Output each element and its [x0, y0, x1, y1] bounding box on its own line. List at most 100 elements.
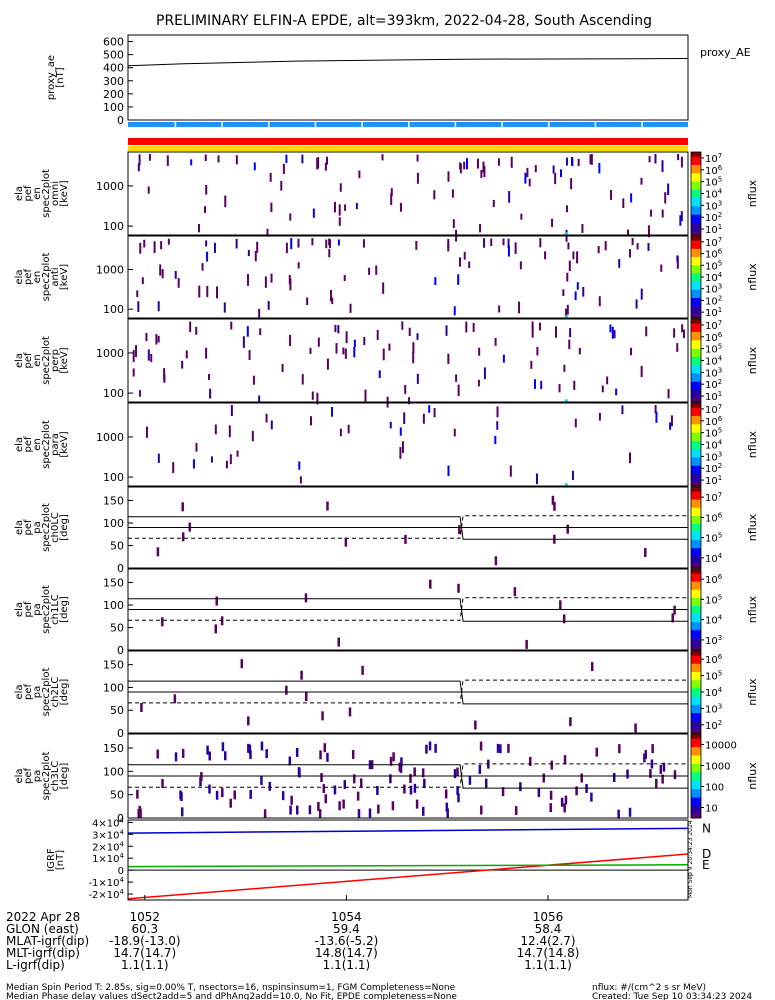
colorbar-segment — [691, 436, 701, 439]
panels: 0100200300400500600proxy_ae[nT]proxy_AE1… — [14, 34, 759, 901]
y-axis-label: [nT] — [55, 67, 66, 87]
colorbar-segment — [691, 559, 701, 563]
colorbar-segment — [691, 509, 701, 512]
colorbar-segment — [691, 631, 701, 635]
flux-pixel — [399, 202, 402, 212]
flux-pixel — [240, 659, 244, 669]
colorbar-segment — [691, 603, 701, 606]
flux-pixel — [409, 785, 413, 795]
flux-pixel — [484, 778, 488, 788]
colorbar-segment — [691, 517, 701, 520]
flux-pixel — [260, 741, 264, 751]
y-tick-label: 150 — [103, 742, 124, 755]
colorbar-segment — [691, 158, 701, 161]
colorbar-segment — [691, 499, 701, 502]
flux-pixel — [157, 335, 160, 343]
colorbar-segment — [691, 601, 701, 604]
flux-pixel — [474, 720, 477, 730]
flux-pixel — [253, 162, 256, 171]
igrf-E-line — [127, 864, 689, 868]
flux-pixel — [281, 791, 285, 801]
flux-pixel — [235, 238, 238, 249]
colorbar-segment — [691, 555, 701, 559]
y-axis-label: ela — [14, 602, 25, 617]
flux-pixel — [264, 276, 267, 288]
flux-pixel — [559, 169, 562, 178]
colorbar-segment — [691, 495, 701, 498]
colorbar-segment — [691, 669, 701, 672]
colorbar-tick-label: 107 — [705, 236, 722, 249]
y-axis-label: en — [32, 271, 43, 284]
colorbar-segment — [691, 335, 701, 339]
flux-pixel — [609, 324, 612, 333]
flux-pixel — [563, 364, 566, 372]
colorbar-segment — [691, 704, 701, 707]
colorbar-segment — [691, 419, 701, 423]
flux-pixel — [598, 162, 601, 174]
colorbar-segment — [691, 665, 701, 668]
colorbar-segment — [691, 746, 701, 750]
flux-pixel — [661, 774, 664, 784]
y-tick-label: 1000 — [96, 431, 124, 444]
flux-pixel — [282, 163, 285, 174]
flux-pixel — [389, 756, 393, 766]
flux-pixel — [597, 245, 600, 254]
flux-pixel — [598, 412, 601, 421]
colorbar-segment — [691, 266, 701, 270]
colorbar-segment — [691, 178, 701, 182]
flux-pixel — [539, 238, 542, 248]
flux-pixel — [455, 374, 458, 382]
flux-pixel — [229, 454, 232, 465]
flux-pixel — [224, 195, 227, 208]
colorbar-tick-label: 106 — [705, 415, 723, 428]
flux-pixel — [416, 333, 419, 340]
colorbar-segment — [691, 327, 701, 330]
flux-pixel — [457, 384, 460, 397]
colorbar-segment — [691, 771, 701, 775]
colorbar-tick-label: 105 — [705, 670, 722, 683]
flux-pixel — [565, 157, 568, 166]
flux-pixel — [634, 723, 637, 733]
flux-pixel — [673, 328, 676, 338]
colorbar-segment — [691, 252, 701, 255]
flux-pixel — [289, 213, 292, 221]
flux-pixel — [519, 261, 522, 270]
colorbar-segment — [691, 811, 701, 815]
colorbar-segment — [691, 605, 701, 608]
flux-pixel — [618, 259, 621, 268]
y-tick-label: 4×104 — [92, 816, 124, 829]
flux-pixel — [209, 388, 212, 399]
flux-pixel — [290, 795, 293, 805]
colorbar-tick-label: 107 — [705, 152, 722, 165]
colorbar-segment — [691, 585, 701, 588]
flux-pixel — [155, 334, 158, 345]
colorbar-segment — [691, 780, 701, 783]
flux-pixel — [480, 169, 483, 178]
flux-pixel — [339, 428, 342, 437]
colorbar-segment — [691, 615, 701, 619]
flux-pixel — [208, 784, 211, 794]
colorbar-tick-label: 107 — [705, 491, 722, 504]
colorbar-segment — [691, 212, 701, 215]
flux-pixel — [333, 785, 337, 795]
colorbar-segment — [691, 348, 701, 351]
flux-pixel — [549, 790, 553, 800]
colorbar-segment — [691, 444, 701, 448]
flux-pixel — [246, 326, 249, 337]
flux-pixel — [589, 154, 592, 165]
colorbar-tick-label: 106 — [705, 653, 723, 666]
flux-pixel — [536, 346, 539, 356]
colorbar-tick-label: 101 — [705, 474, 722, 487]
colorbar-segment — [691, 501, 701, 504]
colorbar-segment — [691, 281, 701, 284]
flux-pixel — [174, 270, 177, 279]
flux-pixel — [140, 702, 143, 712]
flux-pixel — [640, 365, 643, 378]
flux-pixel — [324, 162, 327, 171]
flux-pixel — [157, 301, 160, 312]
eclipse-bar-gap — [268, 122, 270, 127]
flux-pixel — [328, 238, 331, 246]
flux-pixel — [265, 749, 268, 759]
